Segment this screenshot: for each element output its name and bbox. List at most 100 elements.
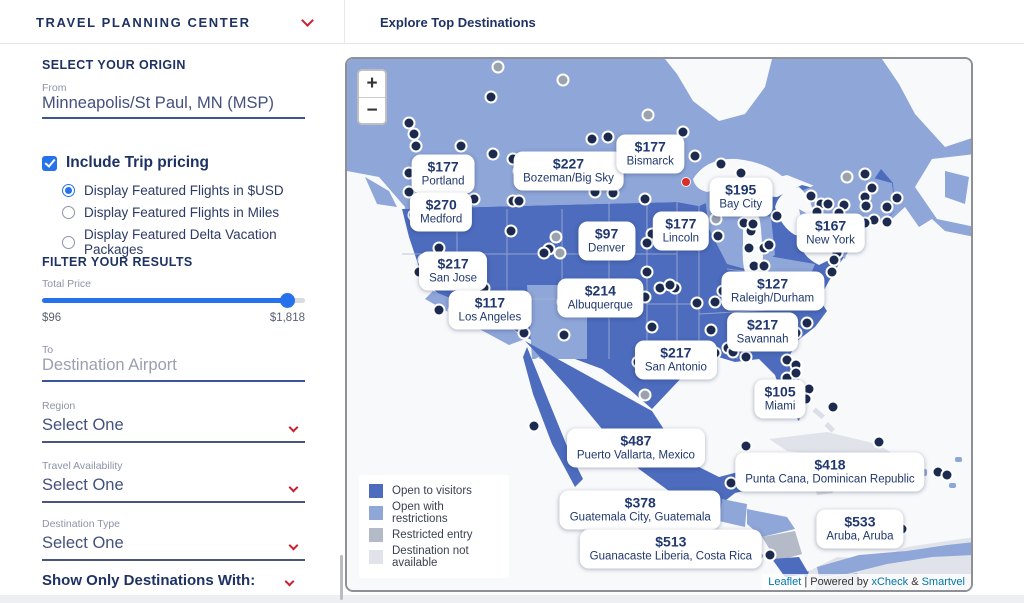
chevron-down-icon[interactable] <box>301 14 314 27</box>
destination-dot[interactable] <box>456 141 466 151</box>
destination-dot[interactable] <box>434 243 444 252</box>
restricted-destination-dot[interactable] <box>493 62 503 72</box>
price-label-bay-city[interactable]: $195 Bay City <box>709 177 773 217</box>
destination-dot[interactable] <box>749 261 759 271</box>
destination-dot[interactable] <box>869 215 879 225</box>
destination-dot[interactable] <box>434 305 444 315</box>
zoom-out-button[interactable]: − <box>359 97 385 123</box>
destination-dot[interactable] <box>665 280 675 290</box>
destination-dot[interactable] <box>802 318 812 328</box>
destination-dot[interactable] <box>544 244 554 254</box>
price-label-denver[interactable]: $97 Denver <box>578 221 636 261</box>
destination-dot[interactable] <box>772 211 782 221</box>
checkbox-checked-icon[interactable] <box>42 155 57 171</box>
destination-dot[interactable] <box>832 248 842 258</box>
destination-dot[interactable] <box>839 200 849 210</box>
destination-dot[interactable] <box>508 154 518 164</box>
price-label-albuquerque[interactable]: $214 Albuquerque <box>557 278 643 318</box>
destination-dot[interactable] <box>642 267 652 277</box>
destination-dot[interactable] <box>933 467 943 477</box>
destination-dot[interactable] <box>716 159 726 169</box>
destination-dot[interactable] <box>816 199 826 209</box>
restricted-destination-dot[interactable] <box>643 110 653 120</box>
destination-dot[interactable] <box>728 347 738 357</box>
select-region[interactable]: Region Select One <box>42 400 305 443</box>
restricted-destination-dot[interactable] <box>558 75 568 85</box>
destination-dot[interactable] <box>640 292 650 302</box>
destination-dot[interactable] <box>782 355 792 365</box>
destination-dot[interactable] <box>791 368 801 378</box>
destination-dot[interactable] <box>882 202 892 212</box>
radio-icon[interactable] <box>62 206 75 219</box>
destination-dot[interactable] <box>642 238 652 248</box>
price-label-raleigh-durham[interactable]: $127 Raleigh/Durham <box>721 271 825 311</box>
destination-dot[interactable] <box>670 283 680 293</box>
destination-dot[interactable] <box>519 328 529 338</box>
price-label-portland[interactable]: $177 Portland <box>411 154 475 194</box>
destination-dot[interactable] <box>587 134 597 144</box>
destination-dot[interactable] <box>861 201 871 211</box>
price-label-bozeman-big-sky[interactable]: $227 Bozeman/Big Sky <box>513 151 624 191</box>
destination-dot[interactable] <box>892 193 902 203</box>
destination-dot[interactable] <box>469 194 479 204</box>
destination-dot[interactable] <box>860 192 870 202</box>
destination-dot[interactable] <box>874 437 884 447</box>
destination-dot[interactable] <box>539 248 549 258</box>
restricted-destination-dot[interactable] <box>640 390 650 400</box>
price-label-bismarck[interactable]: $177 Bismarck <box>616 134 684 174</box>
destination-dot[interactable] <box>736 168 746 178</box>
destination-dot[interactable] <box>834 208 844 218</box>
destination-dot[interactable] <box>404 118 414 128</box>
destination-dot[interactable] <box>860 218 870 228</box>
price-label-aruba-aruba[interactable]: $533 Aruba, Aruba <box>816 509 904 549</box>
destination-dot[interactable] <box>746 226 756 235</box>
restricted-destination-dot[interactable] <box>842 172 852 182</box>
destination-dot[interactable] <box>782 373 792 383</box>
destination-dot[interactable] <box>867 183 877 193</box>
destination-dot[interactable] <box>791 360 801 370</box>
destination-dot[interactable] <box>812 207 822 217</box>
price-label-san-antonio[interactable]: $217 San Antonio <box>634 340 717 380</box>
restricted-destination-dot[interactable] <box>711 214 721 224</box>
leaflet-link[interactable]: Leaflet <box>768 576 802 588</box>
destination-dot[interactable] <box>741 352 751 362</box>
price-slider-handle[interactable] <box>279 293 295 308</box>
destination-dot[interactable] <box>748 219 758 229</box>
zoom-in-button[interactable]: + <box>359 71 385 97</box>
pricing-radio-option-1[interactable]: Display Featured Flights in Miles <box>62 205 279 220</box>
tab-explore-top-destinations[interactable]: Explore Top Destinations <box>380 15 536 30</box>
select-travel-availability[interactable]: Travel Availability Select One <box>42 460 305 503</box>
destination-dot[interactable] <box>608 188 618 198</box>
destination-dot[interactable] <box>828 402 838 412</box>
pricing-radio-option-0[interactable]: Display Featured Flights in $USD <box>62 183 284 198</box>
destinations-map[interactable]: $177 Portland $270 Medford $227 Bozeman/Big S… <box>345 57 973 592</box>
destination-dot[interactable] <box>559 330 569 340</box>
destination-dot[interactable] <box>765 550 775 560</box>
smartvel-link[interactable]: Smartvel <box>921 576 965 588</box>
destination-dot[interactable] <box>486 92 496 102</box>
destination-dot[interactable] <box>827 267 837 277</box>
destination-dot[interactable] <box>488 149 498 159</box>
price-label-medford[interactable]: $270 Medford <box>410 192 473 232</box>
sidebar-scrollbar[interactable] <box>340 555 343 600</box>
price-label-lincoln[interactable]: $177 Lincoln <box>652 211 710 250</box>
select-destination-type[interactable]: Destination Type Select One <box>42 518 305 561</box>
pricing-radio-option-2[interactable]: Display Featured Delta Vacation Packages <box>62 227 305 257</box>
destination-dot[interactable] <box>603 132 613 142</box>
price-label-savannah[interactable]: $217 Savannah <box>726 312 799 352</box>
price-label-san-jose[interactable]: $217 San Jose <box>419 251 488 291</box>
destination-dot[interactable] <box>678 127 688 137</box>
include-trip-pricing-checkbox[interactable]: Include Trip pricing <box>42 154 209 172</box>
price-label-punta-cana-dominican-republic[interactable]: $418 Punta Cana, Dominican Republic <box>735 452 925 492</box>
destination-dot[interactable] <box>514 196 524 206</box>
price-label-new-york[interactable]: $167 New York <box>796 213 865 253</box>
xcheck-link[interactable]: xCheck <box>871 576 909 588</box>
destination-dot[interactable] <box>741 441 751 451</box>
destination-dot[interactable] <box>739 218 749 228</box>
destination-input[interactable] <box>42 356 305 375</box>
destination-dot[interactable] <box>942 470 952 480</box>
price-label-miami[interactable]: $105 Miami <box>754 379 806 419</box>
destination-dot[interactable] <box>882 217 892 227</box>
price-slider[interactable] <box>42 293 305 308</box>
destination-dot[interactable] <box>647 229 657 239</box>
